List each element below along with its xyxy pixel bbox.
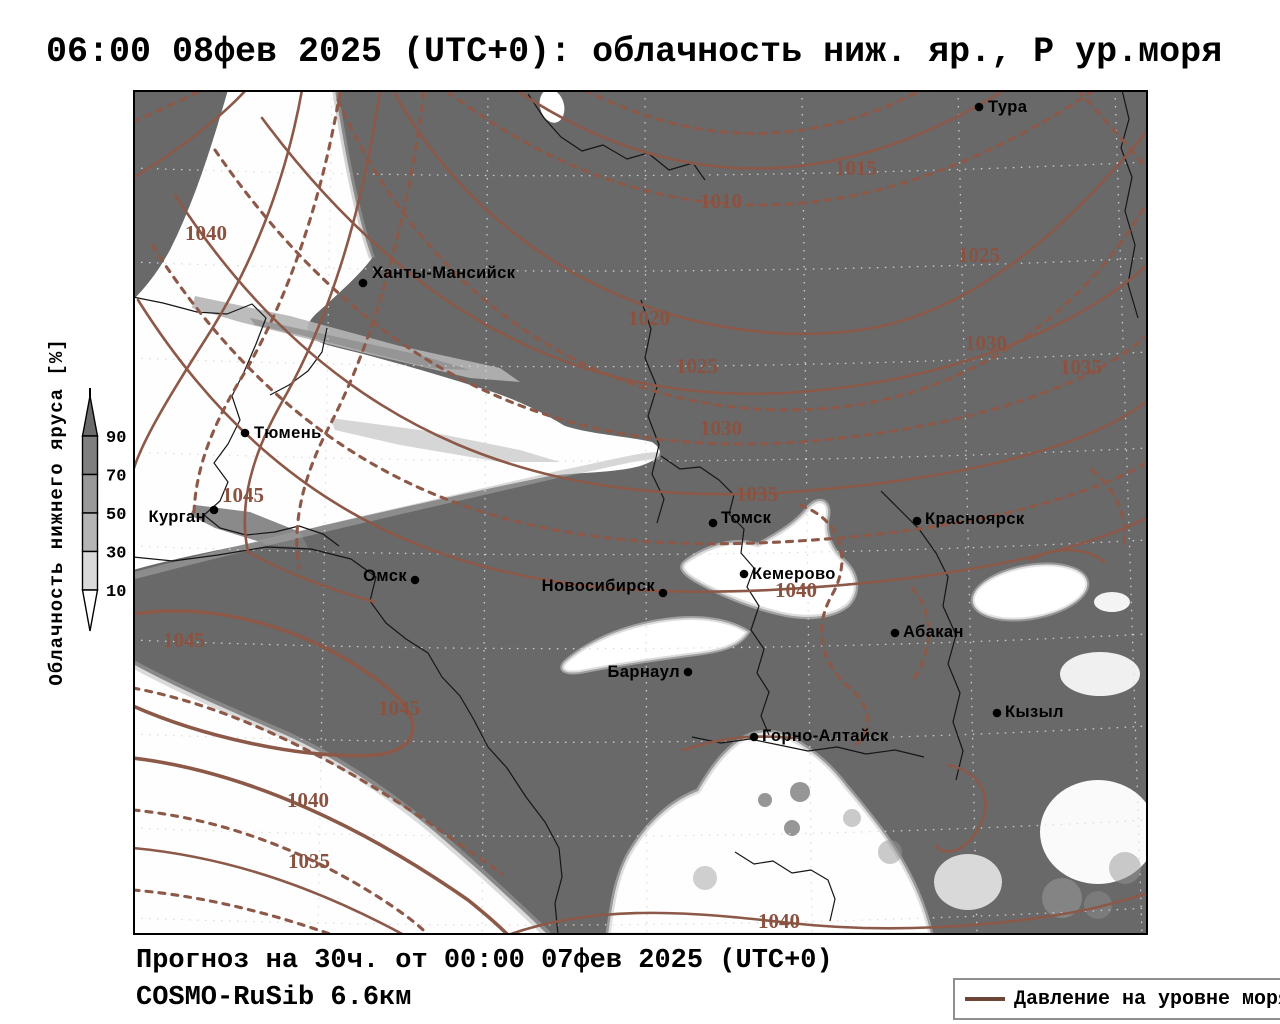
- pressure-value-label: 1030: [965, 331, 1007, 355]
- city-marker: Тюмень: [240, 424, 322, 442]
- city-marker: Курган: [148, 505, 219, 526]
- pressure-legend-label: Давление на уровне моря: [1014, 987, 1280, 1011]
- colorbar-tick-label: 70: [106, 468, 126, 487]
- pressure-value-label: 1045: [222, 483, 264, 507]
- colorbar-ticks: 90 70 50 30 10: [106, 429, 126, 602]
- colorbar-tick-label: 10: [106, 583, 126, 602]
- pressure-value-label: 1020: [628, 306, 670, 330]
- pressure-value-label: 1030: [700, 416, 742, 440]
- pressure-value-label: 1015: [835, 156, 877, 180]
- city-label: Омск: [363, 567, 407, 585]
- pressure-line-sample: [965, 997, 1005, 1001]
- map-frame: [133, 90, 1148, 935]
- city-dot: [974, 102, 984, 112]
- clear-patch-south: [934, 854, 1002, 910]
- city-marker: Новосибирск: [542, 577, 668, 598]
- city-dot: [992, 708, 1002, 718]
- city-label: Новосибирск: [542, 577, 656, 595]
- forecast-info: Прогноз на 30ч. от 00:00 07фев 2025 (UTC…: [136, 946, 833, 976]
- pressure-value-label: 1040: [758, 909, 800, 933]
- city-dot: [708, 518, 718, 528]
- city-dot: [658, 588, 668, 598]
- city-dot: [358, 278, 368, 288]
- clear-patch-east-2: [1094, 592, 1130, 612]
- pressure-value-label: 1035: [1060, 355, 1102, 379]
- city-marker: Кемерово: [739, 565, 836, 583]
- colorbar-tick-label: 50: [106, 506, 126, 525]
- clear-patch-east-3: [1060, 652, 1140, 696]
- clear-patch-bottom-center: [605, 729, 935, 938]
- city-label: Томск: [721, 509, 772, 527]
- pressure-value-label: 1040: [185, 221, 227, 245]
- cloud-fringe-1: [132, 452, 661, 580]
- city-label: Кемерово: [752, 565, 836, 583]
- colorbar-arrow-top: [81, 395, 99, 437]
- forecast-map: 1040 1015 1010 1025 1020 1030 1025 1035 1030 1045…: [131, 86, 1156, 938]
- city-label: Красноярск: [925, 510, 1025, 528]
- admin-boundaries: [132, 89, 1139, 936]
- city-marker: Томск: [708, 509, 772, 528]
- city-label: Тура: [988, 98, 1028, 116]
- city-dot: [410, 575, 420, 585]
- page-title: 06:00 08фев 2025 (UTC+0): облачность ниж…: [46, 32, 1223, 72]
- clear-patch-barnaul: [560, 616, 751, 675]
- clear-patch-east-1: [970, 562, 1090, 622]
- colorbar-axis-label: Облачность нижнего яруса [%]: [46, 338, 68, 686]
- cloud-mass-northwest-corner: [133, 90, 228, 300]
- cloud-fringe-2: [332, 89, 375, 260]
- grey-streak-1-core: [250, 318, 470, 370]
- city-label: Кызыл: [1005, 703, 1064, 721]
- city-dot: [683, 667, 693, 677]
- pressure-value-label: 1010: [700, 189, 742, 213]
- pressure-contours: [131, 86, 1150, 937]
- city-label: Барнаул: [608, 663, 681, 681]
- cloudiness-colorbar: 90 70 50 30 10: [81, 388, 126, 632]
- cloud-fringe-3: [131, 660, 551, 938]
- city-marker: Абакан: [890, 623, 964, 641]
- pressure-value-label: 1025: [958, 243, 1000, 267]
- graticule: [132, 89, 1149, 936]
- city-label: Абакан: [903, 623, 964, 641]
- city-label: Ханты-Мансийск: [372, 264, 516, 282]
- city-layer: Тура Ханты-Мансийск Тюмень Курган Омск Томск К…: [148, 98, 1063, 745]
- city-marker: Ханты-Мансийск: [358, 264, 516, 288]
- pressure-value-label: 1045: [378, 696, 420, 720]
- city-dot: [912, 516, 922, 526]
- pressure-value-label: 1035: [288, 849, 330, 873]
- city-marker: Барнаул: [608, 663, 693, 681]
- pressure-value-label: 1035: [736, 482, 778, 506]
- cloud-mass-main: [133, 90, 1148, 935]
- pressure-value-label: 1025: [676, 354, 718, 378]
- pressure-value-label: 1040: [287, 788, 329, 812]
- grey-blobs: [693, 782, 1141, 919]
- city-marker: Тура: [974, 98, 1028, 116]
- city-marker: Омск: [363, 567, 420, 585]
- city-marker: Горно-Алтайск: [749, 727, 889, 745]
- city-marker: Красноярск: [912, 510, 1025, 528]
- city-marker: Кызыл: [992, 703, 1064, 721]
- city-label: Курган: [148, 508, 206, 526]
- colorbar-tick-label: 90: [106, 429, 126, 448]
- city-label: Горно-Алтайск: [762, 727, 889, 745]
- city-dot: [890, 628, 900, 638]
- city-dot: [739, 569, 749, 579]
- pressure-value-label: 1040: [775, 578, 817, 602]
- city-dot: [240, 428, 250, 438]
- city-label: Тюмень: [254, 424, 322, 442]
- city-dot: [749, 732, 759, 742]
- model-info: COSMO-RuSib 6.6км: [136, 983, 412, 1013]
- city-dot: [209, 505, 219, 515]
- colorbar-arrow-bottom: [81, 589, 99, 632]
- colorbar-tick-label: 30: [106, 545, 126, 564]
- pressure-legend: Давление на уровне моря: [953, 978, 1280, 1020]
- pressure-value-label: 1045: [163, 628, 205, 652]
